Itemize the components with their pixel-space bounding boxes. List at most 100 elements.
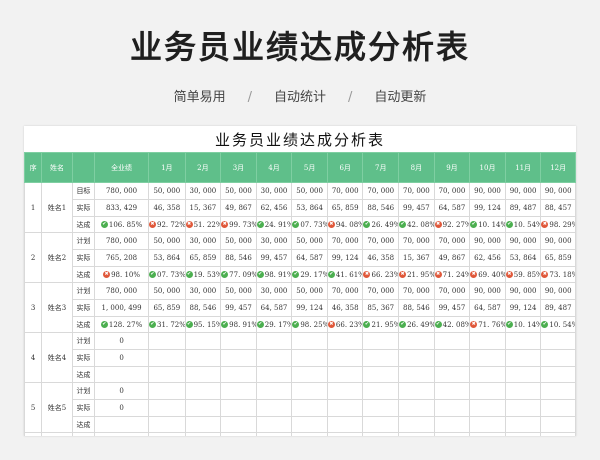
cell-value: 99, 457 xyxy=(260,254,288,262)
tag-easy: 简单易用 xyxy=(173,90,226,105)
month-cell xyxy=(433,432,471,436)
month-cell xyxy=(326,382,364,400)
month-cell xyxy=(184,416,222,433)
month-cell: 90, 000 xyxy=(504,282,542,300)
row-label: 达成 xyxy=(71,266,96,283)
month-cell: 30, 000 xyxy=(255,182,293,200)
table-row: 实际 765, 208 53, 864 65, 859 88, 546 99, 457 64… xyxy=(25,249,576,267)
cell-value: 89, 487 xyxy=(544,304,572,312)
cell-value: 98. 91% xyxy=(264,270,292,279)
month-cell: 49, 867 xyxy=(220,199,257,217)
cell-value: 70, 000 xyxy=(367,237,395,245)
cell-value: 66. 23% xyxy=(371,270,399,279)
month-cell: ✖ 59. 85% xyxy=(504,266,542,283)
salesperson-name: 姓名2 xyxy=(41,232,73,283)
month-cell: 88, 546 xyxy=(362,199,400,217)
month-cell xyxy=(220,366,257,383)
cell-value: 0 xyxy=(119,354,124,362)
check-icon: ✔ xyxy=(470,221,478,228)
cross-icon: ✖ xyxy=(506,271,513,278)
month-cell xyxy=(255,349,293,367)
month-cell: 62, 456 xyxy=(255,199,293,217)
performance-table: 序姓名 全业绩 1月 2月 3月 4月 5月 6月 7月 8月 9月 10月 11月 12月 1 姓名1 目标… xyxy=(24,152,576,436)
row-label: 计划 xyxy=(71,432,96,436)
check-icon: ✔ xyxy=(292,221,300,228)
month-cell xyxy=(184,332,222,350)
row-number: 4 xyxy=(24,332,43,383)
check-icon: ✔ xyxy=(292,271,300,278)
month-cell xyxy=(148,432,186,436)
tag-auto-stats: 自动统计 xyxy=(273,90,326,105)
month-cell xyxy=(255,432,293,436)
month-cell: 30, 000 xyxy=(255,232,293,250)
month-cell: ✔ 98. 25% xyxy=(291,316,328,333)
month-cell: 85, 367 xyxy=(362,299,400,317)
cell-value: 99. 73% xyxy=(229,220,257,229)
month-cell xyxy=(255,399,293,417)
row-label: 目标 xyxy=(71,182,96,200)
cell-value: 65, 859 xyxy=(153,304,181,312)
cell-value: 07. 73% xyxy=(157,270,186,279)
month-cell xyxy=(291,366,328,383)
check-icon: ✔ xyxy=(506,221,513,228)
month-cell: 70, 000 xyxy=(362,282,400,300)
cross-icon: ✖ xyxy=(149,221,156,228)
total-cell: ✖ 98. 10% xyxy=(94,266,149,283)
month-cell: 50, 000 xyxy=(291,182,328,200)
hero-title: 业务员业绩达成分析表 xyxy=(129,28,470,66)
cell-value: 73. 18% xyxy=(549,270,576,279)
check-icon: ✔ xyxy=(186,271,193,278)
month-cell: 70, 000 xyxy=(326,232,364,250)
month-cell xyxy=(326,432,364,436)
month-cell: 89, 487 xyxy=(504,199,542,217)
month-cell: 50, 000 xyxy=(220,282,257,300)
month-cell: 46, 358 xyxy=(326,299,364,317)
cell-value: 70, 000 xyxy=(438,187,466,195)
month-cell: 70, 000 xyxy=(433,182,471,200)
cell-value: 62, 456 xyxy=(260,204,288,212)
row-label: 达成 xyxy=(71,416,96,433)
cell-value: 88, 546 xyxy=(402,304,430,312)
month-cell: 30, 000 xyxy=(184,232,222,250)
cell-value: 46, 358 xyxy=(153,204,181,212)
cell-value: 99, 124 xyxy=(331,254,359,262)
cell-value: 833, 429 xyxy=(105,204,138,212)
month-cell xyxy=(148,349,186,367)
month-cell: 90, 000 xyxy=(469,232,506,250)
table-row: 实际 833, 429 46, 358 15, 367 49, 867 62, 456 53… xyxy=(25,199,576,217)
cell-value: 99, 124 xyxy=(296,304,323,312)
cell-value: 30, 000 xyxy=(189,287,217,295)
cross-icon: ✖ xyxy=(221,221,229,228)
check-icon: ✔ xyxy=(363,221,371,228)
month-cell xyxy=(255,332,293,350)
salesperson-name: 姓名1 xyxy=(41,182,73,233)
total-cell: 0 xyxy=(94,399,149,417)
cell-value: 64, 587 xyxy=(438,204,466,212)
column-header: 全业绩 xyxy=(94,152,149,183)
month-cell: 99, 457 xyxy=(220,299,257,317)
month-cell: ✔ 10. 14% xyxy=(469,216,506,233)
total-cell: 780, 000 xyxy=(94,182,149,200)
column-header: 姓名 xyxy=(41,152,73,183)
row-label: 实际 xyxy=(71,299,96,317)
column-header: 11月 xyxy=(504,152,542,183)
spreadsheet: 业务员业绩达成分析表 序姓名 全业绩 1月 2月 3月 4月 5月 6月 7月 8月 9月 10月 11… xyxy=(24,126,576,436)
check-icon: ✔ xyxy=(149,271,156,278)
column-header: 7月 xyxy=(362,152,400,183)
cell-value: 30, 000 xyxy=(260,287,288,295)
cell-value: 50, 000 xyxy=(296,237,323,245)
cell-value: 70, 000 xyxy=(331,187,359,195)
cell-value: 70, 000 xyxy=(402,287,430,295)
cell-value: 98. 10% xyxy=(111,270,141,279)
total-cell xyxy=(94,366,149,383)
cell-value: 30, 000 xyxy=(260,187,288,195)
check-icon: ✔ xyxy=(292,321,300,328)
cell-value: 10. 54% xyxy=(549,320,576,329)
check-icon: ✔ xyxy=(149,321,156,328)
total-cell: 0 xyxy=(94,382,149,400)
tag-separator: / xyxy=(348,90,353,105)
table-row: 2 姓名2 计划 780, 000 50, 000 30, 000 50, 000 30, 0… xyxy=(24,232,576,283)
month-cell: ✖ 94. 08% xyxy=(326,216,364,233)
cell-value: 29. 17% xyxy=(264,320,292,329)
cross-icon: ✖ xyxy=(328,321,335,328)
